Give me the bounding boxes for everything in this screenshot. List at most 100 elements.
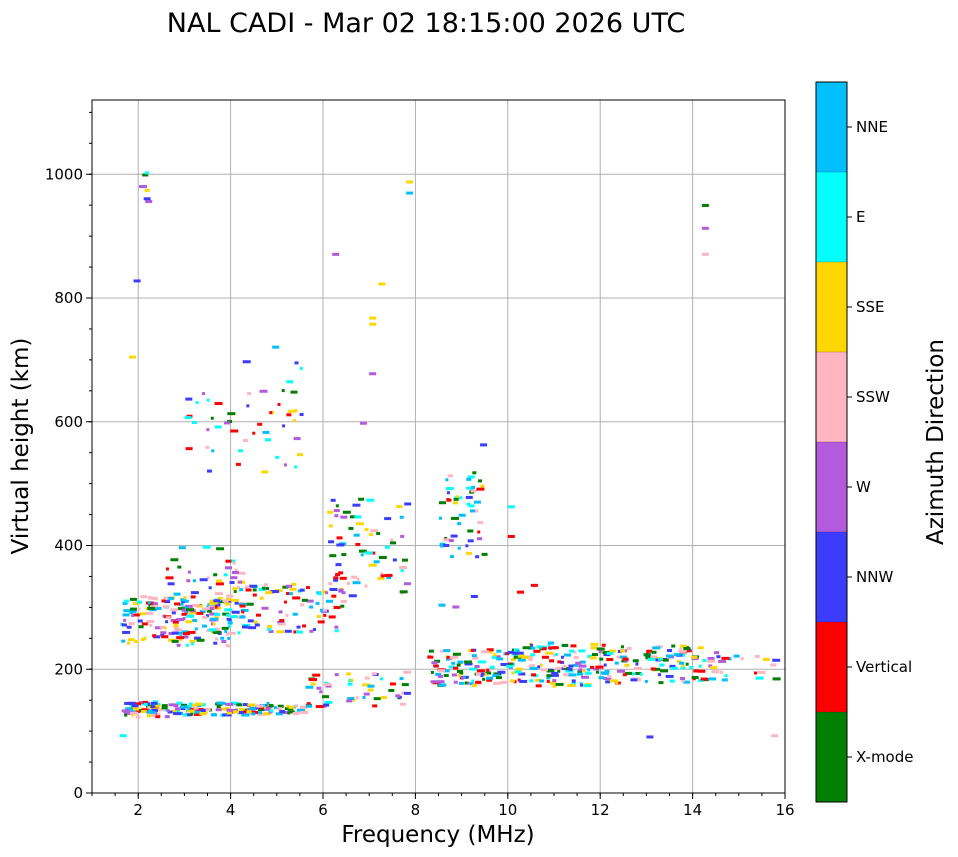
data-point [330,498,336,502]
data-point [535,678,542,682]
data-point [369,322,377,326]
colorbar-segment [816,622,847,712]
data-point [456,669,463,673]
data-point [209,606,214,610]
data-point [316,686,322,690]
data-point [163,605,170,609]
y-tick-label: 200 [54,660,83,678]
data-point [606,658,614,662]
data-point [593,667,600,671]
data-point [128,609,137,613]
data-point [221,626,229,630]
data-point [176,710,180,714]
data-point [477,479,482,483]
data-point [716,655,721,659]
data-point [334,625,339,629]
data-point [428,649,434,653]
data-point [181,606,189,610]
data-point [123,609,130,613]
data-point [646,735,654,739]
data-point [510,658,516,662]
data-point [163,596,169,600]
data-point [701,252,709,256]
data-point [466,502,471,506]
data-point [564,653,572,657]
data-point [232,587,238,591]
data-point [669,679,675,683]
data-point [164,715,170,719]
data-point [376,532,381,536]
data-point [241,713,250,717]
data-point [150,701,158,705]
data-point [332,252,340,256]
data-point [202,545,211,549]
data-point [334,514,339,518]
data-point [561,643,568,647]
data-point [772,658,781,662]
data-point [472,471,477,475]
data-point [334,629,339,633]
data-point [246,404,250,408]
data-point [216,547,225,551]
data-point [546,679,550,683]
data-point [400,534,405,538]
data-point [384,573,393,577]
data-point [546,676,551,680]
data-point [257,712,266,716]
data-point [464,681,468,685]
data-point [265,703,273,707]
data-point [237,631,241,635]
data-point [335,504,339,508]
data-point [230,576,238,580]
data-point [457,673,461,677]
data-point [328,582,333,586]
data-point [517,590,525,594]
data-point [511,648,516,652]
data-point [160,631,167,635]
data-point [238,580,243,584]
data-point [209,612,218,616]
data-point [453,666,459,670]
data-point [578,668,583,672]
data-points [119,171,781,739]
data-point [622,657,629,661]
data-point [362,695,366,699]
data-point [210,713,217,717]
data-point [224,602,230,606]
data-point [590,665,595,669]
data-point [552,653,556,657]
data-point [190,712,194,716]
data-point [509,679,515,683]
data-point [632,672,636,676]
data-point [464,660,473,664]
data-point [254,623,260,627]
data-point [262,586,266,590]
data-point [241,610,245,614]
data-point [166,596,174,600]
data-point [263,583,268,587]
data-point [560,655,564,659]
data-point [439,544,444,548]
data-point [215,637,219,641]
data-point [199,610,206,614]
data-point [358,549,367,553]
data-point [458,513,466,517]
x-tick-label: 12 [591,801,610,819]
data-point [560,660,565,664]
data-point [230,598,239,602]
data-point [579,669,583,673]
data-point [251,712,256,716]
data-point [389,682,396,686]
data-point [186,579,191,583]
data-point [355,696,359,700]
data-point [212,622,216,626]
data-point [292,712,300,716]
data-point [205,445,210,449]
data-point [447,474,453,478]
data-point [477,530,481,534]
data-point [173,592,181,596]
data-point [321,590,326,594]
data-point [530,653,536,657]
data-point [317,592,322,596]
data-point [178,602,184,606]
